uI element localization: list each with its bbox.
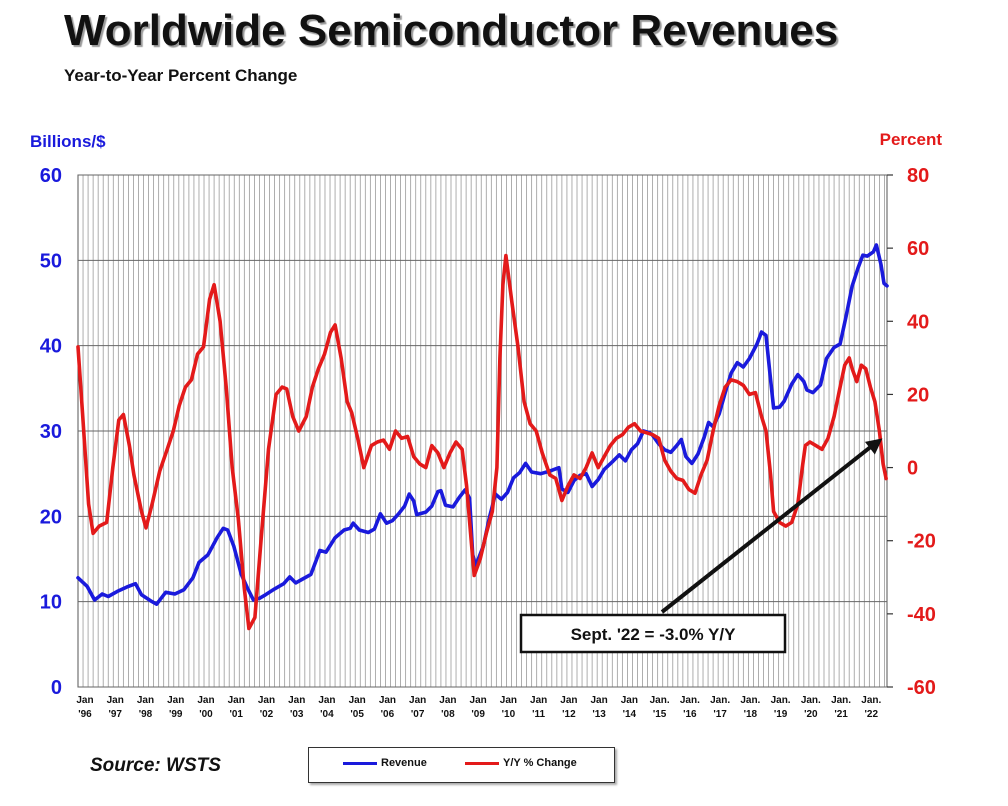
- x-tick-label-month: Jan.: [710, 695, 730, 706]
- left-tick-label: 0: [51, 677, 62, 699]
- x-tick-label-year: '07: [411, 709, 425, 720]
- x-tick-label-month: Jan: [439, 695, 456, 706]
- left-tick-label: 60: [40, 165, 62, 187]
- annotation: Sept. '22 = -3.0% Y/Y: [519, 438, 883, 654]
- x-tick-label-year: '08: [441, 709, 455, 720]
- x-tick-label-month: Jan: [288, 695, 305, 706]
- axes: 0 10 20 30 40 50 60 -60 -40 -20 0 20 40 60 80 Jan '96 Jan…: [40, 165, 936, 720]
- x-tick-label-month: Jan: [379, 695, 396, 706]
- x-tick-label-year: '10: [502, 709, 516, 720]
- x-tick-label-month: Jan: [167, 695, 184, 706]
- x-tick-label-month: Jan: [318, 695, 335, 706]
- x-tick-label-year: '13: [592, 709, 606, 720]
- x-tick-label-year: '22: [865, 709, 879, 720]
- x-tick-label-year: '99: [169, 709, 183, 720]
- x-tick-label-month: Jan: [591, 695, 608, 706]
- x-tick-label-month: Jan.: [740, 695, 760, 706]
- x-tick-label-month: Jan: [409, 695, 426, 706]
- x-tick-label-year: '00: [199, 709, 213, 720]
- x-tick-label-year: '21: [834, 709, 848, 720]
- x-tick-label-month: Jan.: [801, 695, 821, 706]
- x-tick-label-month: Jan: [107, 695, 124, 706]
- annotation-arrow-shaft: [660, 440, 878, 614]
- left-tick-label: 50: [40, 250, 62, 272]
- right-tick-label: 80: [907, 165, 929, 187]
- x-tick-label-year: '09: [471, 709, 485, 720]
- x-tick-label-year: '98: [139, 709, 153, 720]
- x-tick-label-year: '96: [78, 709, 92, 720]
- annotation-label: Sept. '22 = -3.0% Y/Y: [571, 625, 736, 644]
- chart-title: Worldwide Semiconductor Revenues: [64, 6, 839, 55]
- right-tick-label: 60: [907, 238, 929, 260]
- legend: Revenue Y/Y % Change: [308, 747, 615, 783]
- x-tick-label-month: Jan.: [861, 695, 881, 706]
- left-tick-label: 10: [40, 592, 62, 614]
- right-tick-label: -40: [907, 604, 936, 626]
- x-tick-label-month: Jan.: [831, 695, 851, 706]
- x-tick-label-month: Jan: [470, 695, 487, 706]
- legend-item-yoy: Y/Y % Change: [465, 757, 577, 769]
- x-tick-label-month: Jan.: [650, 695, 670, 706]
- right-tick-label: -60: [907, 677, 936, 699]
- left-tick-label: 30: [40, 421, 62, 443]
- x-tick-label-month: Jan: [137, 695, 154, 706]
- left-axis-label: Billions/$: [30, 132, 106, 151]
- x-tick-label-month: Jan: [258, 695, 275, 706]
- x-tick-label-year: '17: [713, 709, 727, 720]
- x-tick-label-year: '19: [774, 709, 788, 720]
- x-tick-label-month: Jan.: [771, 695, 791, 706]
- x-tick-label-month: Jan: [228, 695, 245, 706]
- x-tick-label-month: Jan: [621, 695, 638, 706]
- x-tick-label-month: Jan: [76, 695, 93, 706]
- right-tick-label: 0: [907, 458, 918, 480]
- legend-label-yoy: Y/Y % Change: [503, 757, 577, 769]
- x-tick-label-year: '15: [653, 709, 667, 720]
- x-tick-label-month: Jan: [500, 695, 517, 706]
- x-tick-label-year: '05: [350, 709, 364, 720]
- x-tick-label-month: Jan.: [680, 695, 700, 706]
- legend-label-revenue: Revenue: [381, 757, 427, 769]
- annotation-box: [519, 613, 787, 654]
- x-tick-label-year: '97: [108, 709, 122, 720]
- yoy-change-line: [76, 253, 888, 631]
- x-tick-label-year: '03: [290, 709, 304, 720]
- x-tick-label-month: Jan: [349, 695, 366, 706]
- left-tick-label: 40: [40, 336, 62, 358]
- legend-swatch-yoy: [465, 761, 499, 765]
- x-tick-label-year: '16: [683, 709, 697, 720]
- x-tick-label-month: Jan: [530, 695, 547, 706]
- x-tick-label-year: '12: [562, 709, 576, 720]
- x-tick-label-year: '20: [804, 709, 818, 720]
- x-tick-label-year: '18: [744, 709, 758, 720]
- right-tick-label: -20: [907, 531, 936, 553]
- x-tick-label-year: '01: [229, 709, 243, 720]
- left-tick-label: 20: [40, 506, 62, 528]
- x-tick-label-year: '06: [381, 709, 395, 720]
- chart-subtitle: Year-to-Year Percent Change: [64, 66, 298, 85]
- x-tick-label-year: '02: [260, 709, 274, 720]
- x-tick-label-month: Jan: [197, 695, 214, 706]
- x-tick-label-year: '11: [532, 709, 545, 720]
- legend-item-revenue: Revenue: [343, 757, 427, 769]
- series-lines: [76, 243, 889, 631]
- x-tick-label-year: '14: [623, 709, 637, 720]
- x-tick-label-month: Jan: [560, 695, 577, 706]
- source-note: Source: WSTS: [90, 755, 221, 776]
- right-tick-label: 40: [907, 311, 929, 333]
- right-axis-label: Percent: [879, 130, 942, 149]
- right-tick-label: 20: [907, 384, 929, 406]
- annotation-arrow-head: [864, 438, 883, 455]
- x-tick-label-year: '04: [320, 709, 334, 720]
- legend-swatch-revenue: [343, 761, 377, 765]
